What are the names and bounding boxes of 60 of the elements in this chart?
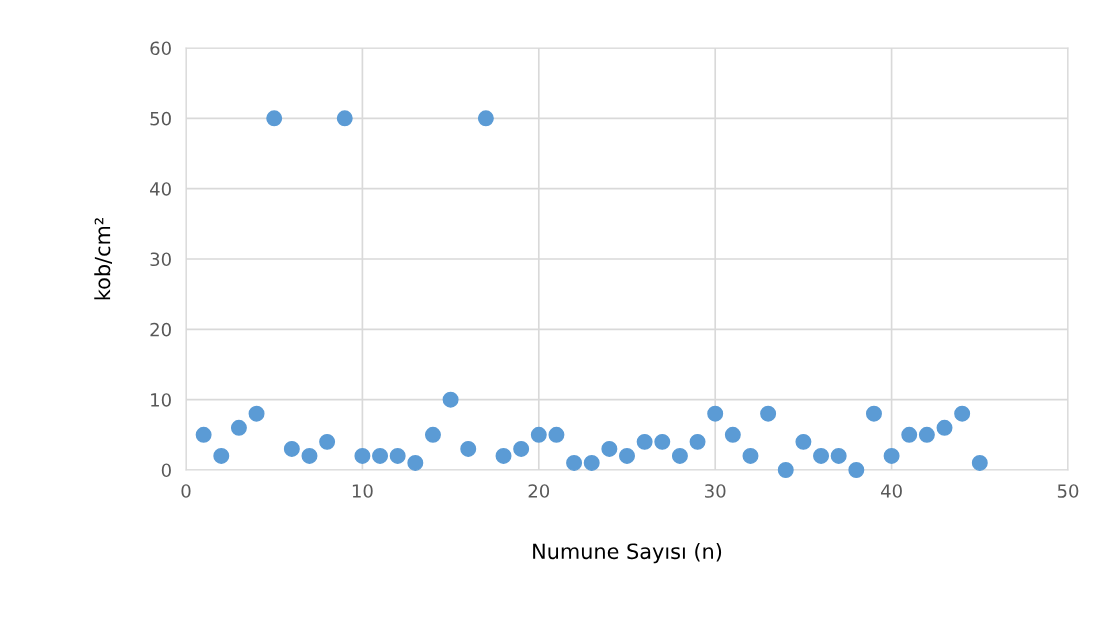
- point: [742, 447, 759, 464]
- point: [636, 433, 653, 450]
- x-tick-label: 30: [705, 484, 726, 498]
- point: [918, 426, 935, 443]
- point: [283, 440, 300, 457]
- point: [671, 447, 688, 464]
- point: [830, 447, 847, 464]
- x-tick-label: 20: [528, 484, 550, 498]
- point: [724, 426, 741, 443]
- point: [848, 462, 865, 478]
- point: [372, 447, 389, 464]
- point: [495, 447, 512, 464]
- y-tick-label: 60: [150, 41, 171, 56]
- point: [707, 405, 724, 422]
- point: [213, 447, 230, 464]
- point: [689, 433, 706, 450]
- point: [619, 447, 635, 464]
- y-tick-label: 30: [150, 252, 171, 267]
- x-tick-label: 50: [1057, 484, 1079, 498]
- point: [566, 454, 583, 471]
- point: [248, 405, 265, 422]
- point: [777, 462, 794, 478]
- point: [336, 110, 353, 127]
- point: [513, 440, 530, 457]
- point: [424, 426, 441, 443]
- point: [301, 447, 318, 464]
- y-tick-label: 10: [151, 393, 171, 407]
- point: [442, 391, 459, 408]
- point: [477, 110, 494, 127]
- point: [901, 426, 918, 443]
- point: [883, 447, 900, 464]
- point: [936, 419, 953, 436]
- point: [389, 447, 406, 464]
- x-axis-title: Numune Sayısı (n): [533, 543, 722, 564]
- point: [865, 405, 882, 422]
- y-tick-label: 50: [150, 111, 171, 126]
- point: [548, 426, 565, 443]
- x-tick-label: 40: [881, 484, 902, 498]
- point: [954, 405, 971, 422]
- y-axis-title: kob/cm²: [94, 218, 113, 300]
- point: [654, 433, 671, 450]
- point: [795, 433, 812, 450]
- point: [813, 447, 830, 464]
- point: [583, 454, 600, 471]
- x-tick-label: 0: [181, 484, 191, 498]
- point: [460, 440, 477, 457]
- point: [230, 419, 247, 436]
- y-tick-label: 0: [161, 463, 171, 478]
- x-tick-label: 10: [352, 484, 373, 498]
- y-tick-label: 20: [150, 322, 171, 337]
- point: [760, 405, 777, 422]
- point: [407, 454, 424, 471]
- point: [530, 426, 547, 443]
- point: [354, 447, 371, 464]
- point: [601, 440, 618, 457]
- point: [266, 110, 283, 127]
- point: [319, 433, 336, 450]
- point: [971, 454, 988, 471]
- point: [195, 426, 212, 443]
- y-tick-label: 40: [150, 182, 171, 196]
